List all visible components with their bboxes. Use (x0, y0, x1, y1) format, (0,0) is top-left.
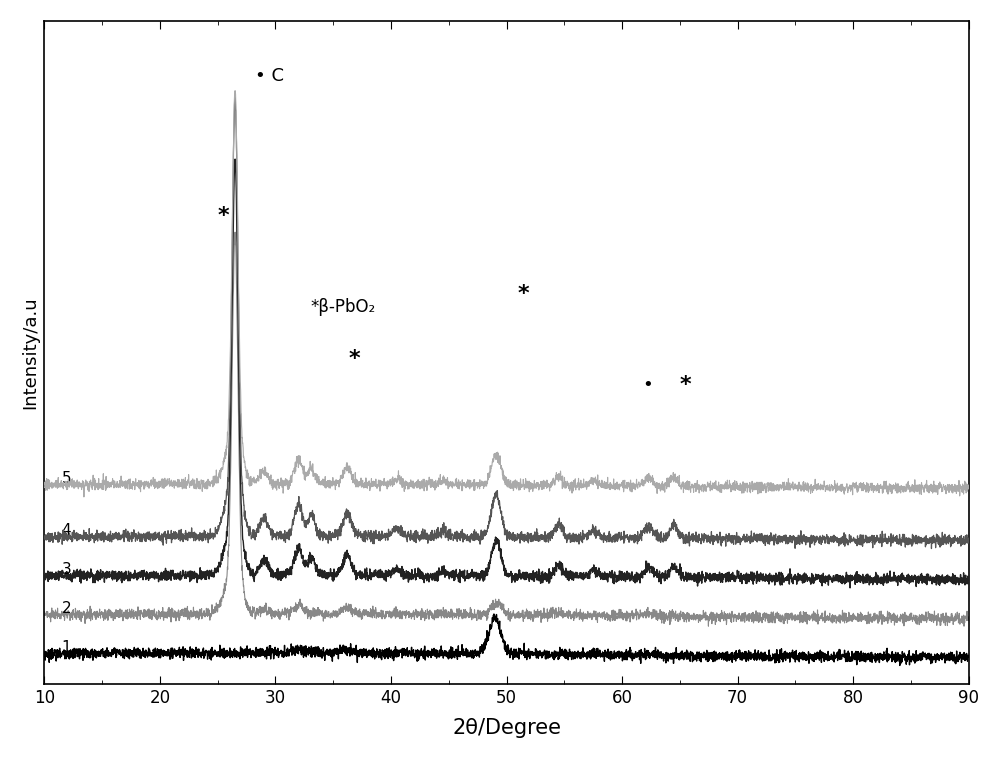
Y-axis label: Intensity/a.u: Intensity/a.u (21, 296, 39, 409)
X-axis label: 2θ/Degree: 2θ/Degree (452, 718, 561, 739)
Text: •: • (642, 376, 653, 394)
Text: 3: 3 (62, 562, 71, 577)
Text: 1: 1 (62, 640, 71, 655)
Text: *: * (348, 349, 360, 369)
Text: 4: 4 (62, 523, 71, 538)
Text: 2: 2 (62, 601, 71, 616)
Text: 5: 5 (62, 471, 71, 486)
Text: • C: • C (255, 67, 284, 85)
Text: *: * (218, 206, 229, 226)
Text: *: * (518, 284, 530, 304)
Text: *β-PbO₂: *β-PbO₂ (310, 298, 375, 316)
Text: *: * (680, 375, 691, 395)
